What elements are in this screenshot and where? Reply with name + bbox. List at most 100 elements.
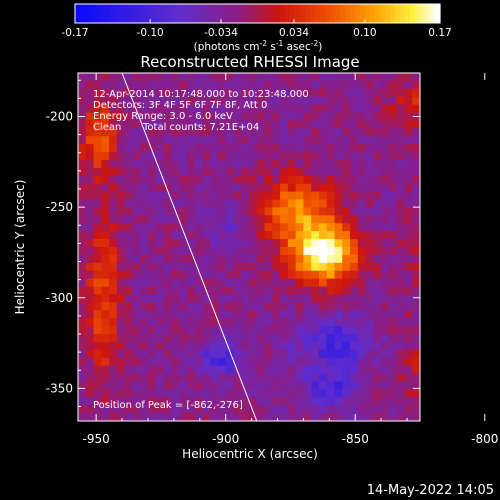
heatmap-cell bbox=[326, 405, 335, 414]
heatmap-cell bbox=[163, 381, 172, 390]
heatmap-cell bbox=[116, 373, 126, 382]
heatmap-cell bbox=[365, 405, 374, 414]
heatmap-cell bbox=[124, 413, 133, 421]
heatmap-cell bbox=[186, 349, 196, 359]
heatmap-cell bbox=[202, 223, 211, 232]
heatmap-cell bbox=[85, 215, 95, 224]
heatmap-cell bbox=[140, 357, 149, 367]
colorbar-cell bbox=[365, 4, 371, 23]
heatmap-cell bbox=[295, 175, 304, 185]
heatmap-cell bbox=[311, 318, 320, 327]
heatmap-cell bbox=[350, 136, 359, 145]
heatmap-cell bbox=[357, 231, 367, 240]
heatmap-cell bbox=[381, 73, 390, 82]
heatmap-cell bbox=[287, 247, 297, 256]
heatmap-cell bbox=[350, 413, 359, 421]
heatmap-cell bbox=[249, 413, 258, 421]
heatmap-cell bbox=[78, 167, 87, 177]
heatmap-cell bbox=[109, 270, 118, 280]
heatmap-cell bbox=[357, 167, 367, 177]
heatmap-cell bbox=[241, 175, 250, 185]
heatmap-cell bbox=[124, 239, 133, 248]
heatmap-cell bbox=[280, 175, 289, 185]
heatmap-cell bbox=[396, 381, 405, 390]
heatmap-cell bbox=[280, 207, 289, 216]
heatmap-cell bbox=[295, 294, 304, 303]
heatmap-cell bbox=[202, 239, 211, 248]
heatmap-cell bbox=[194, 191, 203, 201]
heatmap-cell bbox=[109, 128, 118, 137]
heatmap-cell bbox=[116, 96, 126, 106]
heatmap-cell bbox=[225, 183, 234, 193]
heatmap-cell bbox=[303, 247, 312, 256]
heatmap-cell bbox=[396, 175, 405, 185]
heatmap-cell bbox=[171, 167, 180, 177]
heatmap-cell bbox=[318, 160, 328, 169]
heatmap-cell bbox=[357, 310, 367, 319]
heatmap-cell bbox=[303, 80, 312, 90]
heatmap-cell bbox=[101, 247, 110, 256]
heatmap-cell bbox=[396, 247, 405, 256]
heatmap-cell bbox=[334, 239, 343, 248]
heatmap-cell bbox=[85, 152, 95, 161]
heatmap-cell bbox=[381, 341, 390, 351]
heatmap-cell bbox=[272, 349, 281, 359]
heatmap-cell bbox=[264, 278, 273, 288]
heatmap-cell bbox=[357, 223, 367, 232]
heatmap-cell bbox=[179, 112, 188, 121]
heatmap-cell bbox=[249, 373, 258, 382]
heatmap-cell bbox=[334, 215, 343, 224]
heatmap-cell bbox=[381, 262, 390, 272]
heatmap-cell bbox=[155, 128, 164, 137]
heatmap-cell bbox=[140, 310, 149, 319]
heatmap-cell bbox=[264, 191, 273, 201]
heatmap-cell bbox=[179, 349, 188, 359]
heatmap-cell bbox=[295, 183, 304, 193]
heatmap-cell bbox=[109, 120, 118, 129]
heatmap-cell bbox=[132, 294, 141, 303]
heatmap-cell bbox=[334, 381, 343, 390]
heatmap-cell bbox=[101, 120, 110, 129]
heatmap-cell bbox=[412, 239, 420, 248]
heatmap-cell bbox=[318, 254, 328, 264]
heatmap-cell bbox=[241, 365, 250, 375]
heatmap-cell bbox=[179, 247, 188, 256]
heatmap-cell bbox=[210, 310, 219, 319]
heatmap-cell bbox=[233, 80, 242, 90]
heatmap-cell bbox=[132, 136, 141, 145]
heatmap-cell bbox=[280, 128, 289, 137]
heatmap-cell bbox=[225, 136, 234, 145]
heatmap-cell bbox=[140, 199, 149, 208]
footer-timestamp: 14-May-2022 14:05 bbox=[367, 483, 494, 498]
colorbar-cell bbox=[255, 4, 261, 23]
heatmap-cell bbox=[116, 191, 126, 201]
heatmap-cell bbox=[179, 96, 188, 106]
heatmap-cell bbox=[241, 405, 250, 414]
heatmap-cell bbox=[155, 397, 164, 406]
heatmap-cell bbox=[350, 341, 359, 351]
heatmap-cell bbox=[249, 310, 258, 319]
heatmap-cell bbox=[311, 175, 320, 185]
heatmap-cell bbox=[264, 389, 273, 398]
heatmap-cell bbox=[171, 136, 180, 145]
heatmap-cell bbox=[85, 326, 95, 335]
heatmap-cell bbox=[101, 357, 110, 367]
heatmap-cell bbox=[202, 310, 211, 319]
heatmap-cell bbox=[303, 254, 312, 264]
y-tick-label: -250 bbox=[46, 200, 73, 214]
heatmap-cell bbox=[225, 413, 234, 421]
heatmap-cell bbox=[326, 175, 335, 185]
heatmap-cell bbox=[241, 88, 250, 98]
heatmap-cell bbox=[124, 215, 133, 224]
heatmap-cell bbox=[342, 207, 351, 216]
heatmap-cell bbox=[311, 120, 320, 129]
heatmap-cell bbox=[140, 254, 149, 264]
heatmap-cell bbox=[334, 128, 343, 137]
heatmap-cell bbox=[101, 175, 110, 185]
heatmap-cell bbox=[396, 278, 405, 288]
heatmap-cell bbox=[147, 231, 157, 240]
heatmap-cell bbox=[404, 136, 413, 145]
heatmap-cell bbox=[186, 357, 196, 367]
heatmap-cell bbox=[217, 223, 227, 232]
heatmap-cell bbox=[210, 278, 219, 288]
